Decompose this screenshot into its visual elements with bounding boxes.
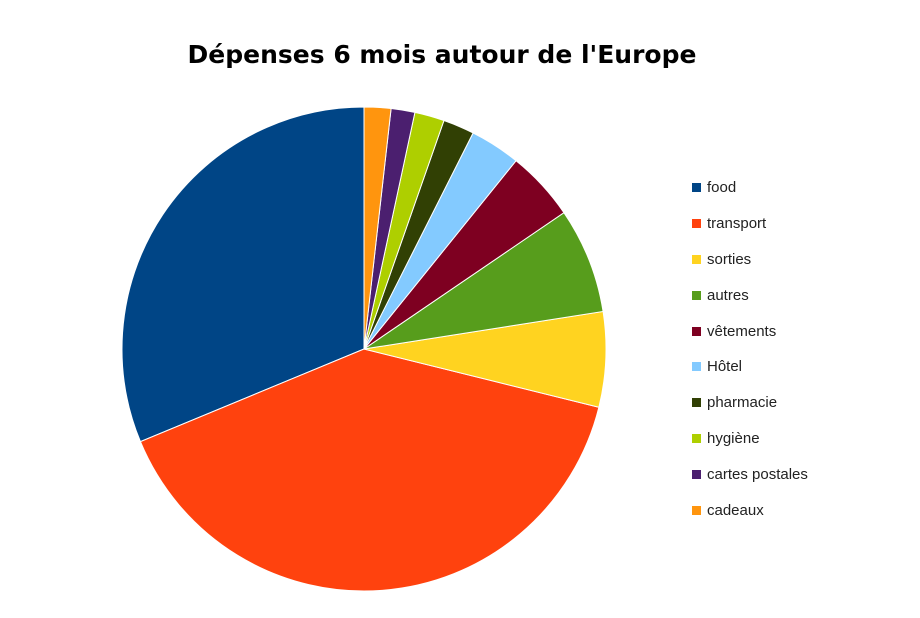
legend-swatch <box>692 219 701 229</box>
legend-item: vêtements <box>692 313 808 349</box>
legend-swatch <box>692 398 701 408</box>
legend-label: transport <box>707 215 767 233</box>
legend-item: food <box>692 170 808 206</box>
legend: food transport sorties autres vêtements Hôtel… <box>692 170 808 528</box>
chart-title: Dépenses 6 mois autour de l'Europe <box>187 40 697 69</box>
legend-item: Hôtel <box>692 349 808 385</box>
legend-label: hygiène <box>707 429 760 447</box>
legend-item: cartes postales <box>692 456 808 492</box>
legend-item: pharmacie <box>692 385 808 421</box>
legend-label: food <box>707 179 737 197</box>
legend-item: sorties <box>692 242 808 278</box>
legend-item: transport <box>692 206 808 242</box>
legend-swatch <box>692 326 701 336</box>
legend-label: cadeaux <box>707 501 764 519</box>
legend-item: hygiène <box>692 421 808 457</box>
legend-swatch <box>692 469 701 479</box>
legend-swatch <box>692 183 701 193</box>
legend-swatch <box>692 433 701 443</box>
pie-slice-autres <box>363 211 604 350</box>
legend-label: vêtements <box>707 322 777 340</box>
legend-label: pharmacie <box>707 394 778 412</box>
legend-label: sorties <box>707 250 752 268</box>
pie-slice-food <box>121 106 365 443</box>
legend-swatch <box>692 290 701 300</box>
legend-label: autres <box>707 286 749 304</box>
pie-slice-cadeaux <box>363 106 392 350</box>
legend-item: cadeaux <box>692 492 808 528</box>
legend-label: cartes postales <box>707 465 808 483</box>
legend-label: Hôtel <box>707 358 743 376</box>
legend-swatch <box>692 362 701 372</box>
pie-slice-transport <box>139 348 600 592</box>
legend-swatch <box>692 505 701 515</box>
legend-swatch <box>692 254 701 264</box>
legend-item: autres <box>692 277 808 313</box>
